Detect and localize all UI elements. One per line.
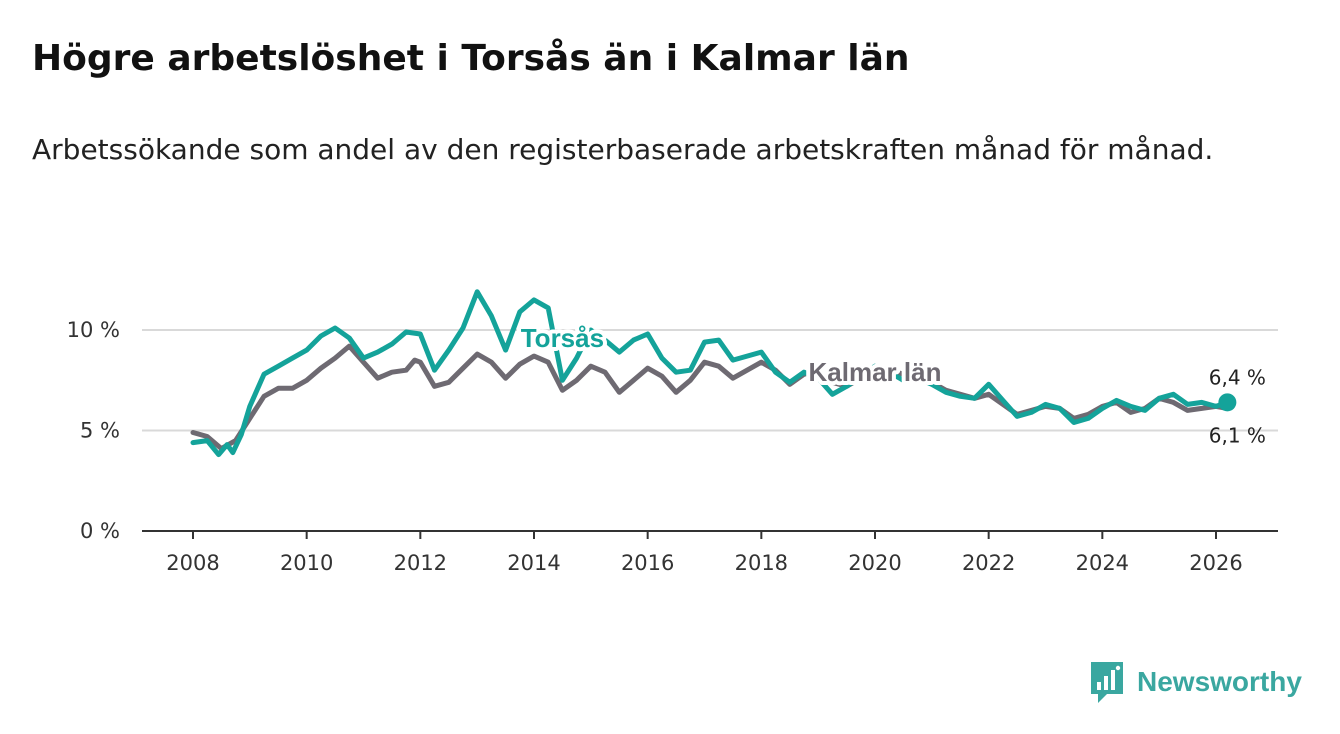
x-tick-label: 2010 (280, 551, 333, 575)
x-tick-label: 2014 (507, 551, 560, 575)
chart-subtitle: Arbetssökande som andel av den registerb… (32, 133, 1214, 166)
x-tick-label: 2018 (735, 551, 788, 575)
y-tick-label: 10 % (67, 318, 120, 342)
x-tick-label: 2024 (1076, 551, 1129, 575)
series-labels: Torsås Kalmar län 6,4 % 6,1 % (517, 319, 1266, 447)
x-tick-label: 2016 (621, 551, 674, 575)
end-point-marker (1218, 393, 1237, 412)
series-line-tors-s (190, 289, 1230, 458)
x-axis: 0 % 5 % 10 % 2008 2010 2012 2014 2016 2018 2020 20… (67, 318, 1278, 575)
y-tick-label: 5 % (80, 419, 120, 443)
x-tick-label: 2022 (962, 551, 1015, 575)
brand-name: Newsworthy (1137, 666, 1302, 697)
x-tick-label: 2008 (166, 551, 219, 575)
series-label: Torsås (521, 323, 604, 353)
series-line-kalmar-l-n (190, 343, 1230, 452)
series-lines (190, 289, 1230, 458)
chart-title: Högre arbetslöshet i Torsås än i Kalmar … (32, 38, 910, 79)
x-tick-label: 2026 (1189, 551, 1242, 575)
series-label: Kalmar län (809, 357, 942, 387)
newsworthy-brand: Newsworthy (1089, 660, 1302, 704)
x-tick-label: 2012 (394, 551, 447, 575)
line-chart: 0 % 5 % 10 % 2008 2010 2012 2014 2016 2018 2020 20… (67, 289, 1278, 575)
x-tick-label: 2020 (848, 551, 901, 575)
end-value-label: 6,1 % (1209, 423, 1266, 447)
end-value-label: 6,4 % (1209, 365, 1266, 389)
y-tick-label: 0 % (80, 519, 120, 543)
newsworthy-logo-icon (1091, 662, 1123, 703)
